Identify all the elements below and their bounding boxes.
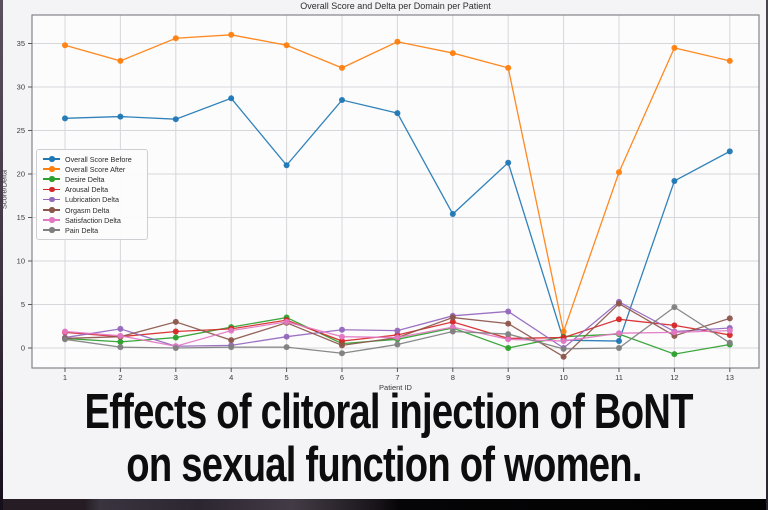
legend-item-label: Desire Delta bbox=[65, 174, 105, 184]
svg-text:5: 5 bbox=[21, 300, 25, 309]
caption-line-1: Effects of clitoral injection of BoNT bbox=[84, 385, 693, 439]
caption-line-2: on sexual function of women. bbox=[126, 438, 642, 492]
legend-marker-icon bbox=[43, 226, 60, 234]
svg-text:5: 5 bbox=[285, 373, 289, 382]
svg-text:9: 9 bbox=[506, 373, 510, 382]
legend-item: Orgasm Delta bbox=[43, 205, 141, 215]
svg-text:12: 12 bbox=[670, 373, 678, 382]
legend-item-label: Satisfaction Delta bbox=[65, 215, 121, 225]
legend-item-label: Orgasm Delta bbox=[65, 205, 110, 215]
legend-marker-icon bbox=[43, 186, 60, 194]
caption: Effects of clitoral injection of BoNT on… bbox=[0, 386, 768, 492]
svg-text:2: 2 bbox=[118, 373, 122, 382]
left-photo-edge bbox=[0, 0, 3, 510]
right-photo-edge bbox=[766, 0, 768, 510]
svg-text:3: 3 bbox=[174, 373, 178, 382]
bottom-black-bar bbox=[0, 499, 768, 510]
legend-item-label: Overall Score Before bbox=[65, 154, 132, 164]
legend-item-label: Overall Score After bbox=[65, 164, 126, 174]
legend-item: Pain Delta bbox=[43, 225, 141, 235]
svg-text:0: 0 bbox=[21, 344, 25, 353]
legend-marker-icon bbox=[43, 175, 60, 183]
svg-text:25: 25 bbox=[17, 126, 25, 135]
legend-item: Satisfaction Delta bbox=[43, 215, 141, 225]
legend-item-label: Pain Delta bbox=[65, 225, 99, 235]
legend-marker-icon bbox=[43, 196, 60, 204]
legend-item: Arousal Delta bbox=[43, 185, 141, 195]
svg-text:11: 11 bbox=[615, 373, 623, 382]
svg-text:15: 15 bbox=[17, 213, 25, 222]
legend-marker-icon bbox=[43, 155, 60, 163]
svg-text:7: 7 bbox=[395, 373, 399, 382]
chart-figure: Overall Score and Delta per Domain per P… bbox=[0, 1, 760, 392]
legend-item: Lubrication Delta bbox=[43, 195, 141, 205]
svg-text:4: 4 bbox=[229, 373, 233, 382]
legend-item-label: Arousal Delta bbox=[65, 185, 109, 195]
svg-text:1: 1 bbox=[63, 373, 67, 382]
svg-text:30: 30 bbox=[17, 83, 25, 92]
svg-text:10: 10 bbox=[559, 373, 567, 382]
legend-item: Overall Score After bbox=[43, 164, 141, 174]
svg-text:6: 6 bbox=[340, 373, 344, 382]
legend-marker-icon bbox=[43, 206, 60, 214]
x-axis-label: Patient ID bbox=[379, 383, 412, 392]
chart-legend: Overall Score Before Overall Score After D… bbox=[36, 149, 148, 240]
svg-text:20: 20 bbox=[17, 170, 25, 179]
legend-marker-icon bbox=[43, 165, 60, 173]
svg-text:35: 35 bbox=[17, 39, 25, 48]
chart-title: Overall Score and Delta per Domain per P… bbox=[300, 1, 491, 11]
legend-item: Desire Delta bbox=[43, 174, 141, 184]
svg-text:8: 8 bbox=[451, 373, 455, 382]
legend-item: Overall Score Before bbox=[43, 154, 141, 164]
legend-marker-icon bbox=[43, 216, 60, 224]
legend-item-label: Lubrication Delta bbox=[65, 195, 119, 205]
svg-text:13: 13 bbox=[726, 373, 734, 382]
svg-text:10: 10 bbox=[17, 257, 25, 266]
